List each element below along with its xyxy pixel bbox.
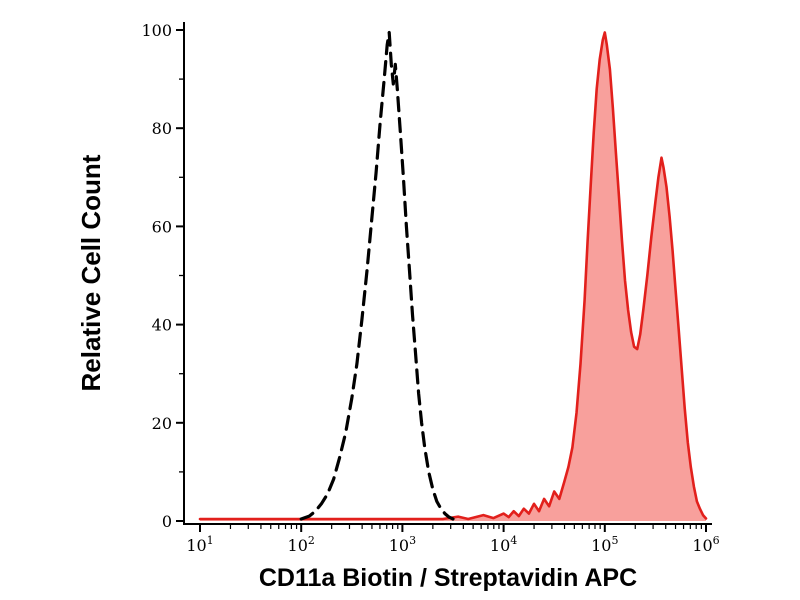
red-filled-fill (200, 32, 706, 521)
x-tick-label: 105 (591, 534, 618, 555)
y-tick-label: 0 (162, 512, 172, 531)
y-tick-label: 40 (152, 316, 172, 335)
y-tick-label: 80 (152, 119, 172, 138)
x-tick-label: 102 (288, 534, 315, 555)
x-tick-label: 106 (692, 534, 719, 555)
curves-layer (198, 30, 708, 521)
x-tick-label: 104 (490, 534, 517, 555)
y-tick-label: 100 (141, 21, 172, 40)
y-tick-label: 20 (152, 414, 172, 433)
black-dashed-curve (299, 30, 455, 521)
x-tick-label: 103 (389, 534, 416, 555)
x-axis-label: CD11a Biotin / Streptavidin APC (259, 564, 637, 592)
y-tick-label: 60 (152, 217, 172, 236)
axes-layer: 0 20 40 60 80 100 101 102 103 104 105 106 (141, 21, 719, 555)
x-tick-label: 101 (186, 534, 213, 555)
y-axis-label: Relative Cell Count (76, 154, 106, 391)
